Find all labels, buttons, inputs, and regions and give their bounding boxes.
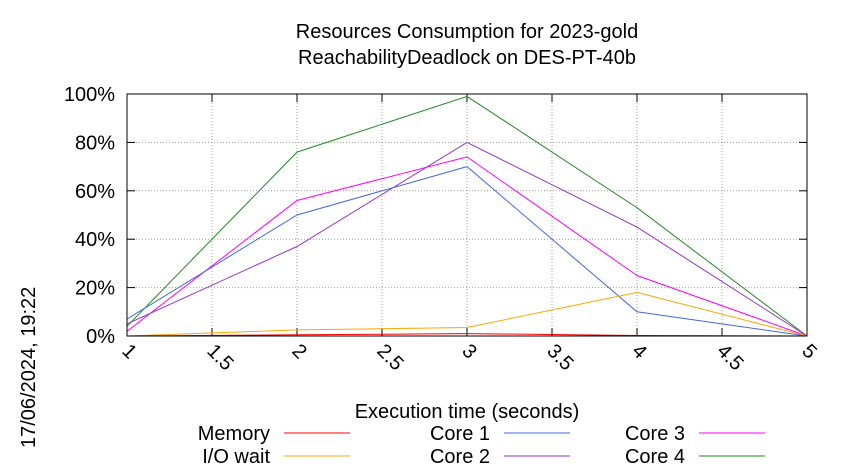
legend-label: Memory (198, 423, 270, 445)
chart-subtitle: ReachabilityDeadlock on DES-PT-40b (298, 47, 636, 69)
series-line-i-o-wait (126, 291, 808, 337)
series-line-core-2 (126, 141, 808, 337)
legend-label: I/O wait (202, 446, 270, 468)
series-line-core-1 (126, 166, 808, 337)
x-tick-label: 3.5 (542, 340, 577, 375)
y-tick-label: 100% (64, 84, 115, 106)
x-tick-label: 2 (287, 340, 310, 363)
y-tick-label: 60% (75, 181, 115, 203)
y-tick-label: 0% (86, 326, 115, 348)
x-tick-label: 3 (457, 340, 480, 363)
legend-item: I/O wait (202, 446, 350, 468)
legend-label: Core 4 (625, 446, 685, 468)
legend-label: Core 2 (430, 446, 490, 468)
legend-item: Memory (198, 423, 350, 445)
legend-item: Core 4 (625, 446, 765, 468)
series-line-core-3 (126, 156, 808, 337)
x-tick-label: 2.5 (372, 340, 407, 375)
legend-label: Core 3 (625, 423, 685, 445)
y-tick-label: 80% (75, 132, 115, 154)
plot-frame (126, 93, 808, 337)
timestamp: 17/06/2024, 19:22 (18, 287, 40, 448)
x-axis-label: Execution time (seconds) (355, 401, 580, 423)
legend-item: Core 2 (430, 446, 570, 468)
legend-label: Core 1 (430, 423, 490, 445)
x-tick-label: 4 (627, 340, 650, 363)
y-tick-label: 20% (75, 278, 115, 300)
x-tick-label: 1 (117, 340, 140, 363)
series-lines (126, 95, 808, 337)
legend-item: Core 3 (625, 423, 765, 445)
x-tick-label: 1.5 (202, 340, 237, 375)
series-line-core-4 (126, 95, 808, 337)
legend-item: Core 1 (430, 423, 570, 445)
y-tick-label: 40% (75, 229, 115, 251)
chart-title: Resources Consumption for 2023-gold (296, 21, 638, 43)
x-tick-label: 4.5 (712, 340, 747, 375)
x-tick-label: 5 (797, 340, 820, 363)
y-axis-ticks: 0% 20% 40% 60% 80% 100% (64, 84, 807, 348)
